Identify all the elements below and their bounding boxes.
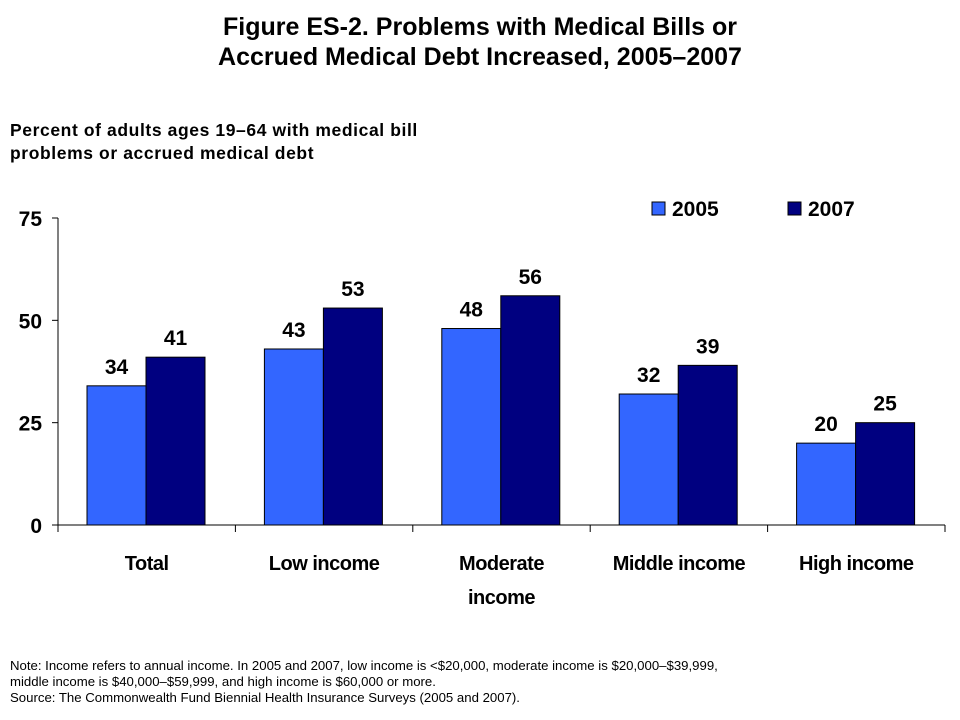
legend-label: 2005 [672, 198, 719, 221]
legend-label: 2007 [808, 198, 855, 221]
bar-2005-3 [618, 393, 679, 526]
bar-2007-3 [677, 364, 738, 526]
x-tick-label: Total [125, 553, 169, 575]
bar-2007-1 [322, 307, 383, 526]
bar-2005-1 [263, 348, 324, 526]
bar-chart: 0 25 50 75 34 41 Total 43 53 Low income 48 56 Modera… [19, 198, 946, 609]
x-tick-label: High income [799, 553, 914, 575]
bar-2007-4 [855, 422, 916, 526]
bar-2007-0 [145, 356, 206, 526]
data-label: 20 [814, 413, 837, 436]
y-tick-label: 0 [30, 515, 42, 538]
data-label: 43 [282, 319, 305, 342]
data-label: 53 [341, 278, 364, 301]
x-tick-label: Middle income [613, 553, 746, 575]
source-line: Source: The Commonwealth Fund Biennial H… [10, 690, 520, 705]
x-tick-label: income [468, 587, 535, 609]
data-label: 41 [164, 327, 188, 350]
x-tick-label: Low income [269, 553, 380, 575]
chart-subtitle-line-1: Percent of adults ages 19–64 with medica… [10, 120, 418, 140]
note-line-1: Note: Income refers to annual income. In… [10, 658, 718, 673]
data-label: 32 [637, 364, 660, 387]
bar-2005-0 [86, 385, 147, 526]
chart-title-line-2: Accrued Medical Debt Increased, 2005–200… [218, 43, 742, 71]
bar-2005-4 [796, 442, 857, 526]
chart-subtitle-line-2: problems or accrued medical debt [10, 143, 315, 163]
y-tick-label: 25 [19, 413, 43, 436]
legend-swatch-2005 [651, 201, 666, 216]
y-tick-label: 75 [19, 208, 43, 231]
data-label: 34 [105, 356, 129, 379]
chart-title-line-1: Figure ES-2. Problems with Medical Bills… [222, 13, 737, 41]
bar-2007-2 [500, 295, 561, 526]
bar-2005-2 [441, 328, 502, 526]
data-label: 39 [696, 335, 719, 358]
y-tick-label: 50 [19, 310, 42, 333]
data-label: 25 [873, 393, 897, 416]
chart-note: Note: Income refers to annual income. In… [10, 658, 950, 706]
x-tick-label: Moderate [459, 553, 544, 575]
note-line-2: middle income is $40,000–$59,999, and hi… [10, 674, 436, 689]
chart-title: Figure ES-2. Problems with Medical Bills… [0, 12, 960, 72]
chart-subtitle: Percent of adults ages 19–64 with medica… [10, 119, 570, 165]
data-label: 48 [460, 299, 484, 322]
data-label: 56 [519, 266, 542, 289]
legend-swatch-2007 [787, 201, 802, 216]
